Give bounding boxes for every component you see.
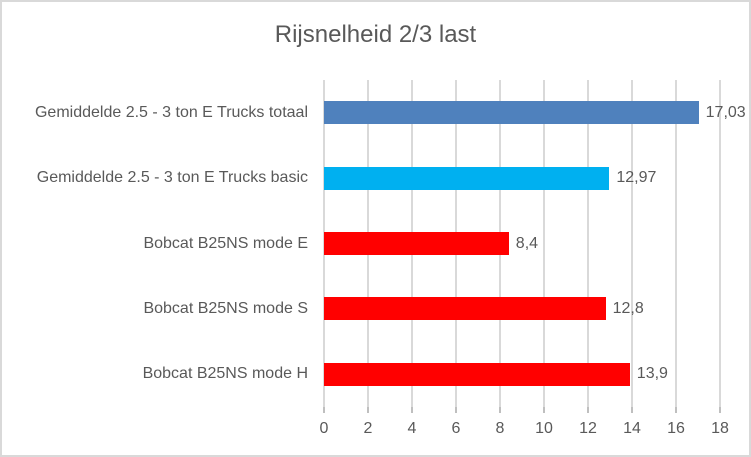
axis-tick-12 [587,407,589,413]
axis-tick-0 [323,407,325,413]
data-label: 17,03 [705,103,746,121]
axis-tick-4 [411,407,413,413]
gridline-x-18 [719,80,721,407]
bar-4 [324,297,606,321]
x-axis-tick-label: 12 [579,420,597,437]
axis-tick-18 [719,407,721,413]
gridline-x-12 [587,80,589,407]
data-label: 8,4 [515,234,539,252]
axis-tick-2 [367,407,369,413]
category-label: Gemiddelde 2.5 - 3 ton E Trucks totaal [34,103,308,121]
x-axis-tick-label: 10 [535,420,553,437]
bar-2 [324,166,610,190]
axis-tick-8 [499,407,501,413]
axis-tick-16 [675,407,677,413]
axis-tick-10 [543,407,545,413]
x-axis-tick-label: 4 [407,420,417,437]
gridline-x-16 [675,80,677,407]
bar-1 [324,101,699,125]
x-axis-tick-label: 18 [711,420,729,437]
category-label: Bobcat B25NS mode E [143,234,308,252]
bar-3 [324,232,509,255]
category-label: Bobcat B25NS mode H [142,365,308,383]
x-axis-tick-label: 2 [363,420,373,437]
data-label: 13,9 [636,365,668,383]
x-axis-tick-label: 6 [451,420,461,437]
axis-tick-6 [455,407,457,413]
x-axis-tick-label: 14 [623,420,641,437]
bar-5 [324,362,630,386]
chart-title: Rijsnelheid 2/3 last [274,21,477,48]
category-label: Gemiddelde 2.5 - 3 ton E Trucks basic [36,169,308,187]
data-label: 12,97 [616,169,657,187]
gridline-x-10 [543,80,545,407]
x-axis-tick-label: 8 [495,420,505,437]
axis-tick-14 [631,407,633,413]
x-axis-tick-label: 16 [667,420,685,437]
gridline-x-14 [631,80,633,407]
data-label: 12,8 [612,299,644,317]
category-label: Bobcat B25NS mode S [143,299,308,317]
x-axis-tick-label: 0 [319,420,329,437]
